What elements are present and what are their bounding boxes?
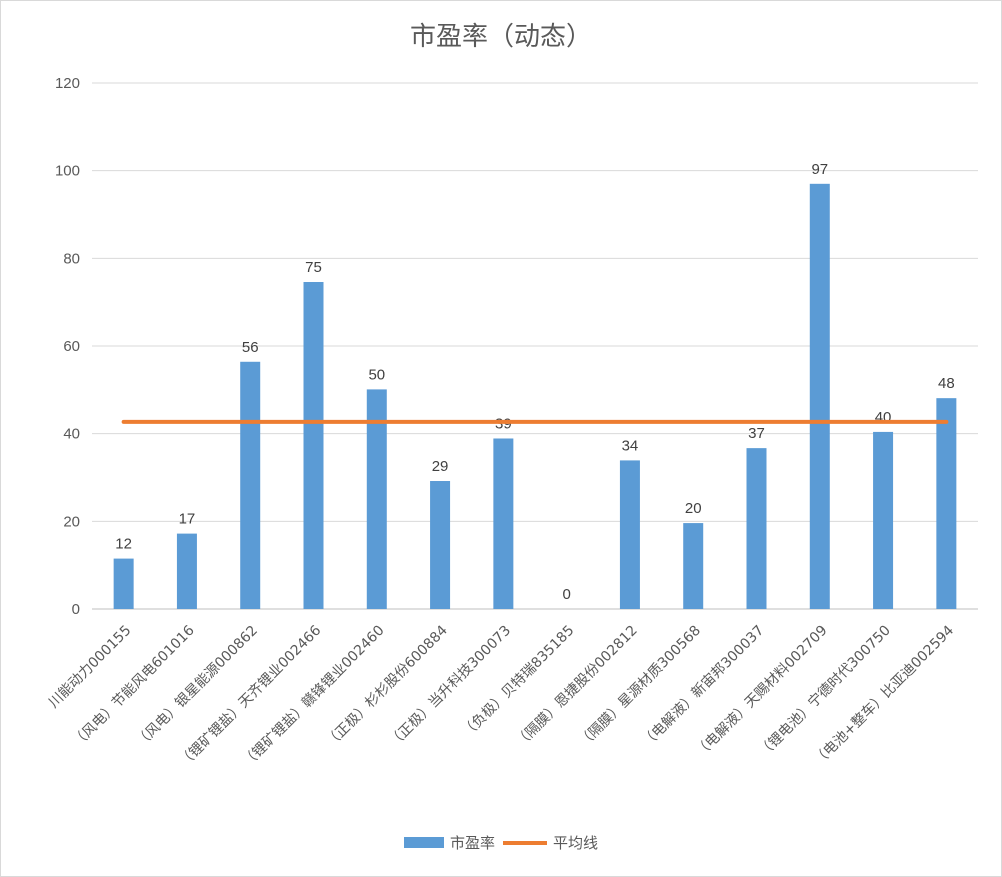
data-label: 56 [242, 339, 259, 356]
data-label: 75 [305, 259, 322, 276]
y-tick-label: 0 [72, 601, 80, 618]
bar [746, 448, 767, 609]
x-tick-label: （风电）节能风电601016 [69, 622, 197, 750]
bar [936, 398, 957, 609]
chart-title: 市盈率（动态） [409, 22, 592, 52]
y-tick-label: 120 [55, 75, 80, 92]
bar [619, 460, 640, 609]
y-tick-label: 20 [63, 513, 80, 530]
bar [113, 558, 134, 609]
bar [303, 282, 324, 609]
data-label: 97 [811, 161, 828, 178]
y-tick-label: 60 [63, 338, 80, 355]
x-tick-label: （正极）当升科技300073 [386, 623, 514, 751]
data-label: 0 [562, 586, 570, 603]
data-label: 12 [115, 536, 132, 553]
x-tick-label: （负极）贝特瑞835185 [459, 623, 577, 741]
x-tick-label: （电解液）天赐材料002709 [692, 623, 830, 761]
data-label: 39 [495, 415, 512, 432]
x-tick-label: （正极）杉杉股份600884 [323, 622, 451, 750]
legend-line-swatch [503, 840, 547, 845]
x-tick-label: （隔膜）星源材质300568 [576, 623, 704, 751]
bar [430, 481, 451, 609]
bar [176, 533, 197, 609]
data-label: 20 [685, 500, 702, 517]
x-tick-label: （电解液）新宙邦300037 [639, 623, 767, 751]
legend-item-bar: 市盈率 [403, 832, 495, 853]
legend-item-line: 平均线 [503, 832, 598, 853]
bar [493, 438, 514, 609]
legend-bar-label: 市盈率 [449, 834, 495, 852]
data-label: 37 [748, 425, 765, 442]
x-tick-label: （风电）银星能源000862 [133, 623, 261, 751]
data-label: 34 [622, 437, 639, 454]
x-tick-label: （锂电池）宁德时代300750 [755, 622, 894, 761]
data-label: 50 [368, 366, 385, 383]
bar [683, 523, 704, 609]
bar [873, 431, 894, 609]
data-label: 29 [432, 458, 449, 475]
bar [240, 361, 261, 609]
bar [366, 389, 387, 609]
data-label: 17 [179, 511, 196, 528]
data-label: 48 [938, 375, 955, 392]
y-tick-label: 100 [55, 163, 80, 180]
bar [809, 183, 830, 610]
legend-line-label: 平均线 [553, 834, 599, 852]
x-tick-label: （隔膜）恩捷股份002812 [512, 623, 640, 751]
y-tick-label: 80 [63, 250, 80, 267]
y-tick-label: 40 [63, 426, 80, 443]
legend-bar-swatch [403, 837, 444, 848]
legend: 市盈率 平均线 [0, 832, 1002, 853]
